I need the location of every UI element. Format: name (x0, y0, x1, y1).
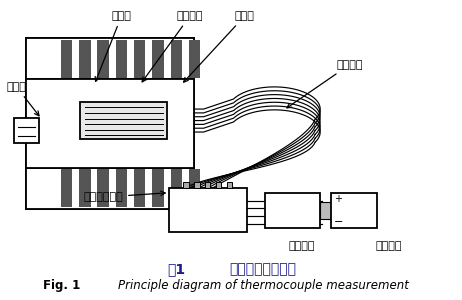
Text: Fig. 1: Fig. 1 (43, 279, 81, 292)
Bar (331, 193, 377, 228)
Bar (227, 182, 232, 188)
Text: −: − (334, 217, 343, 226)
Bar (216, 182, 221, 188)
Bar (79, 169, 91, 207)
Bar (170, 188, 247, 232)
Bar (25, 168, 195, 209)
Bar (170, 40, 182, 78)
Text: 电测设备: 电测设备 (375, 241, 402, 251)
Text: 补偿导线: 补偿导线 (287, 60, 363, 108)
Text: 测量标准: 测量标准 (142, 11, 203, 82)
Text: +: + (334, 194, 342, 204)
Bar (80, 102, 167, 139)
Bar (116, 169, 127, 207)
Bar (25, 38, 195, 79)
Text: 图1: 图1 (167, 262, 185, 276)
Bar (194, 182, 200, 188)
Bar (61, 169, 73, 207)
Bar (134, 169, 146, 207)
Bar (265, 193, 320, 228)
Bar (25, 79, 195, 168)
Bar (152, 40, 164, 78)
Text: 转换开关: 转换开关 (288, 241, 315, 251)
Bar (205, 182, 211, 188)
Text: 被校偶: 被校偶 (183, 11, 255, 82)
Bar (320, 202, 331, 219)
Bar (14, 118, 39, 143)
Text: 热电偶测量原理图: 热电偶测量原理图 (230, 262, 297, 276)
Bar (134, 40, 146, 78)
Bar (152, 169, 164, 207)
Bar (183, 182, 188, 188)
Bar (79, 40, 91, 78)
Text: 参考端恒温器: 参考端恒温器 (83, 191, 165, 202)
Bar (189, 40, 200, 78)
Bar (25, 38, 195, 209)
Bar (97, 40, 109, 78)
Bar (189, 169, 200, 207)
Bar (170, 169, 182, 207)
Bar (61, 40, 73, 78)
Bar (97, 169, 109, 207)
Text: 控温偶: 控温偶 (6, 82, 39, 116)
Bar (116, 40, 127, 78)
Text: Principle diagram of thermocouple measurement: Principle diagram of thermocouple measur… (117, 279, 408, 292)
Text: 均温块: 均温块 (95, 11, 131, 81)
